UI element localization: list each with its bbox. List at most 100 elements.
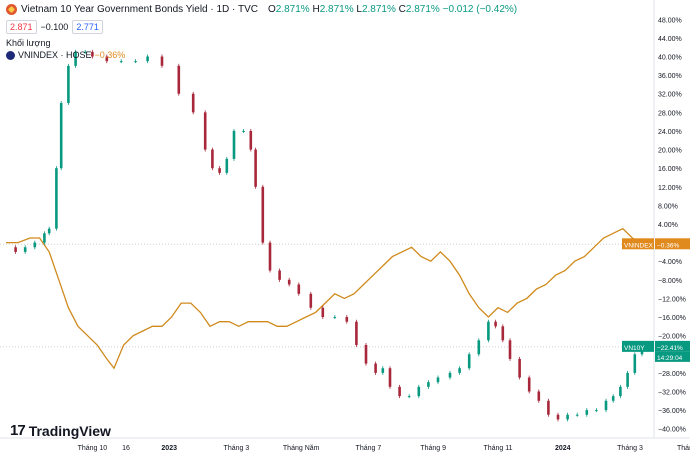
candle (477, 340, 481, 355)
candle (119, 61, 123, 63)
candle (59, 103, 63, 169)
candle (105, 56, 109, 62)
candle (47, 228, 51, 234)
candle (501, 326, 505, 341)
open-label: O (267, 4, 276, 15)
price-badge-time-bg (655, 351, 690, 362)
candle (321, 307, 325, 318)
y-tick-label: 48.00% (658, 17, 682, 24)
candle (619, 386, 622, 397)
candle (160, 56, 164, 66)
price-badge-value-bg (655, 238, 690, 250)
y-tick-label: −8.00% (658, 278, 682, 285)
chart-legend: Vietnam 10 Year Government Bonds Yield ·… (6, 4, 517, 15)
candle (388, 368, 392, 387)
candle (508, 340, 512, 359)
y-tick-label: 44.00% (658, 36, 682, 43)
candle (467, 354, 471, 369)
low-label: L (356, 4, 362, 15)
candle (556, 414, 560, 420)
candle (74, 51, 77, 66)
price-badge-label: VN10Y (624, 345, 645, 352)
x-tick-label: 2023 (161, 445, 177, 452)
candle (575, 414, 579, 416)
vnindex-line (6, 227, 643, 370)
change-value: −0.012 (−0.42%) (442, 4, 518, 15)
y-tick-label: 12.00% (658, 185, 682, 192)
candle (297, 284, 301, 294)
candle (177, 65, 181, 94)
candle (355, 321, 358, 345)
y-tick-label: −16.00% (658, 315, 686, 322)
candle (448, 372, 452, 378)
quote-boxes: 2.871 −0.100 2.771 (6, 20, 103, 34)
y-tick-label: 36.00% (658, 73, 682, 80)
y-tick-label: 4.00% (658, 222, 678, 229)
price-badge-time: 14:29:04 (657, 355, 683, 362)
candle (436, 377, 440, 383)
y-tick-label: −20.00% (658, 334, 686, 341)
sell-button[interactable]: 2.871 (6, 20, 37, 34)
candle (626, 372, 629, 387)
buy-button[interactable]: 2.771 (72, 20, 103, 34)
candle (218, 168, 221, 173)
candle (249, 130, 253, 150)
candle (242, 130, 245, 132)
high-value: 2.871% (319, 4, 354, 15)
candle (254, 149, 257, 187)
candle (278, 270, 281, 280)
close-value: 2.871% (405, 4, 440, 15)
candle (604, 400, 608, 411)
compare-legend[interactable]: VNINDEX · HOSE −0.36% (6, 50, 125, 60)
candle (458, 368, 461, 373)
y-tick-label: 8.00% (658, 203, 678, 210)
y-tick-label: 32.00% (658, 92, 682, 99)
candle (191, 93, 195, 113)
x-tick-label: Tháng Nă (677, 445, 690, 452)
candle (427, 382, 430, 387)
brand-name: TradingView (28, 422, 111, 439)
symbol-flag-icon (6, 4, 17, 15)
y-tick-label: −40.00% (658, 427, 686, 434)
x-tick-label: Tháng Năm (283, 445, 320, 452)
open-value: 2.871% (275, 4, 310, 15)
x-tick-label: Tháng 3 (617, 445, 643, 452)
y-tick-label: −4.00% (658, 259, 682, 266)
candle (381, 368, 385, 373)
candle (67, 65, 70, 104)
high-label: H (312, 4, 320, 15)
candle (547, 400, 550, 415)
x-tick-label: 2024 (555, 445, 571, 452)
symbol-title[interactable]: Vietnam 10 Year Government Bonds Yield ·… (21, 4, 258, 15)
y-tick-label: 20.00% (658, 148, 682, 155)
candle (309, 293, 313, 308)
candle (633, 354, 637, 373)
y-tick-label: −32.00% (658, 389, 686, 396)
y-tick-label: 28.00% (658, 110, 682, 117)
price-badge-value-bg (655, 340, 690, 352)
x-tick-label: Tháng 7 (356, 445, 382, 452)
tradingview-logo[interactable]: 17 TradingView (10, 422, 111, 439)
x-tick-label: Tháng 3 (224, 445, 250, 452)
x-tick-label: 16 (122, 445, 130, 452)
low-value: 2.871% (361, 4, 396, 15)
candle (23, 247, 27, 252)
volume-legend[interactable]: Khối lượng (6, 38, 51, 48)
compare-change: −0.36% (94, 50, 126, 60)
candle (487, 321, 490, 341)
candle (268, 242, 272, 271)
x-tick-label: Tháng 11 (483, 445, 512, 452)
candle (261, 186, 265, 243)
candle (374, 363, 377, 373)
x-tick-label: Tháng 10 (78, 445, 108, 452)
candle (417, 386, 421, 397)
candle (611, 396, 615, 401)
spread-value: −0.100 (40, 22, 69, 32)
price-badge-label-bg (622, 238, 654, 250)
candle (566, 414, 569, 420)
y-tick-label: 16.00% (658, 166, 682, 173)
candle (134, 61, 137, 63)
ohlc-readout: O2.871% H2.871% L2.871% C2.871% −0.012 (… (268, 4, 517, 15)
tradingview-logo-icon: 17 (10, 422, 26, 439)
